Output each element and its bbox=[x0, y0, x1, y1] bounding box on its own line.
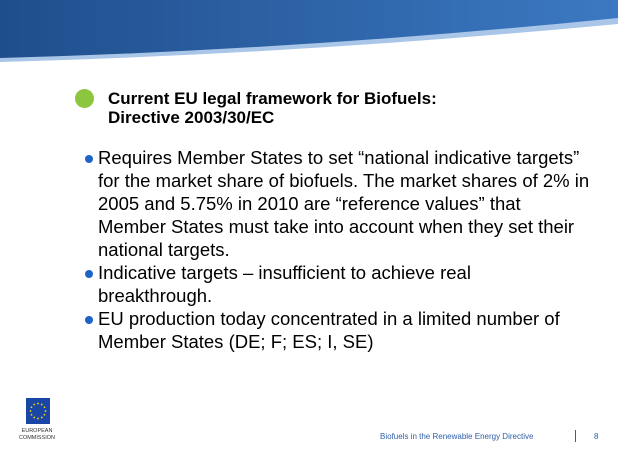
bullet-item: Requires Member States to set “national … bbox=[85, 146, 590, 261]
logo-text: COMMISSION bbox=[18, 435, 56, 441]
bullet-dot bbox=[85, 316, 93, 324]
bullet-list: Requires Member States to set “national … bbox=[85, 146, 590, 353]
flag-star bbox=[43, 413, 46, 416]
flag-star bbox=[40, 416, 43, 419]
heading-bullet bbox=[75, 89, 94, 108]
eu-flag bbox=[26, 398, 50, 424]
footer-title: Biofuels in the Renewable Energy Directi… bbox=[380, 432, 534, 441]
bullet-text: Indicative targets – insufficient to ach… bbox=[98, 262, 471, 306]
flag-star bbox=[40, 403, 43, 406]
bullet-item: EU production today concentrated in a li… bbox=[85, 307, 590, 353]
footer-separator bbox=[575, 430, 576, 442]
flag-star bbox=[44, 410, 47, 412]
flag-star bbox=[33, 403, 36, 406]
heading-line: Current EU legal framework for Biofuels: bbox=[108, 89, 437, 108]
flag-star bbox=[37, 402, 39, 405]
bullet-text: Requires Member States to set “national … bbox=[98, 147, 590, 260]
page-number: 8 bbox=[594, 432, 599, 441]
flag-star bbox=[37, 417, 39, 420]
bullet-dot bbox=[85, 155, 93, 163]
bullet-text: EU production today concentrated in a li… bbox=[98, 308, 560, 352]
bullet-item: Indicative targets – insufficient to ach… bbox=[85, 261, 590, 307]
heading-line: Directive 2003/30/EC bbox=[108, 108, 275, 127]
header-band bbox=[0, 0, 618, 80]
flag-star bbox=[30, 413, 33, 416]
flag-star bbox=[43, 406, 46, 409]
heading: Current EU legal framework for Biofuels:… bbox=[108, 89, 437, 127]
logo-text: EUROPEAN bbox=[21, 428, 53, 434]
flag-star bbox=[30, 406, 33, 409]
band-white bbox=[0, 24, 618, 80]
flag-star bbox=[29, 410, 32, 412]
bullet-dot bbox=[85, 270, 93, 278]
flag-star bbox=[33, 416, 36, 419]
